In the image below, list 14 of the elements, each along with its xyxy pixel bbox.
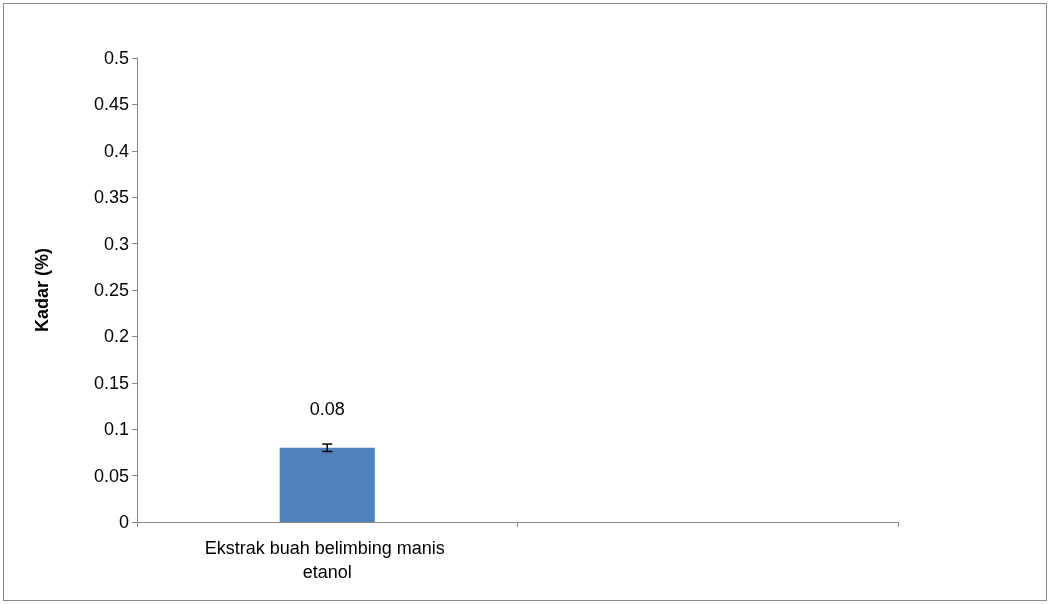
x-tick-label: Ekstrak buah belimbing manis etanol [204,538,450,582]
y-tick-label: 0.4 [103,140,129,161]
data-label: 0.08 [309,398,345,419]
y-tick-label: 0.2 [103,326,129,347]
y-tick-label: 0.35 [93,187,129,208]
y-tick-label: 0.5 [103,48,129,68]
y-tick-label: 0 [118,512,129,532]
y-tick-label: 0.05 [93,465,129,486]
y-tick-label: 0.1 [103,419,129,440]
y-tick-label: 0.3 [103,233,129,254]
y-tick-label: 0.25 [93,280,129,300]
y-tick-label: 0.45 [93,94,129,115]
y-axis-title: Kadar (%) [32,247,52,333]
y-tick-label: 0.15 [93,372,129,393]
